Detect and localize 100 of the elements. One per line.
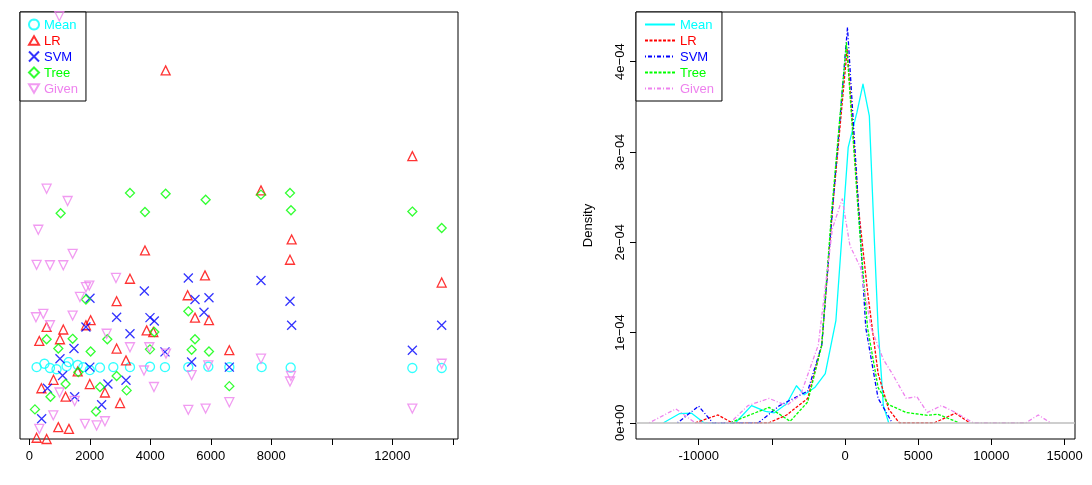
legend-label: Tree [680, 65, 707, 80]
point [255, 353, 267, 364]
legend-label: LR [44, 33, 61, 48]
point [256, 361, 267, 373]
point [39, 358, 50, 369]
point [68, 343, 80, 354]
point [30, 312, 42, 323]
point [90, 406, 102, 417]
point [94, 381, 106, 393]
point [160, 65, 171, 76]
point [58, 324, 69, 335]
point [120, 375, 132, 386]
point [121, 385, 132, 396]
point [148, 381, 160, 393]
point [41, 321, 52, 333]
point [160, 188, 171, 199]
point [203, 292, 215, 303]
point [57, 370, 68, 381]
point [138, 365, 150, 376]
point [84, 280, 95, 291]
point [61, 361, 72, 372]
point [124, 187, 136, 199]
point [31, 259, 42, 270]
point [48, 410, 59, 421]
point [183, 306, 194, 317]
point [74, 291, 86, 303]
x-tick-label: 4000 [135, 448, 165, 463]
point [36, 383, 47, 394]
point [85, 346, 96, 357]
point [186, 344, 197, 355]
point [85, 315, 96, 326]
line-series [729, 42, 960, 424]
point [111, 312, 122, 323]
point [34, 335, 45, 347]
point [108, 361, 119, 373]
point [182, 290, 193, 301]
point [67, 333, 78, 344]
point [407, 151, 418, 162]
point [45, 391, 56, 402]
y-tick-label: 4e−04 [612, 43, 627, 80]
point [38, 308, 49, 320]
point [42, 383, 53, 394]
point [111, 370, 122, 382]
point [99, 416, 111, 427]
y-tick-label: 3e−04 [612, 133, 627, 171]
point [102, 378, 114, 390]
point [69, 395, 80, 407]
point [60, 378, 71, 390]
point [54, 387, 65, 398]
point [285, 362, 296, 373]
point [286, 320, 297, 331]
point [186, 356, 197, 368]
y-tick-label: 1e−04 [612, 314, 627, 351]
point [111, 296, 122, 307]
point [139, 245, 151, 256]
point [29, 404, 41, 415]
point [80, 282, 92, 293]
x-tick-label: 5000 [903, 448, 933, 463]
point [286, 234, 297, 245]
point [224, 381, 235, 392]
point [183, 361, 194, 373]
point [48, 374, 59, 385]
point [114, 397, 126, 409]
point [436, 358, 447, 369]
point [284, 187, 296, 199]
y-tick-label: 0e+00 [612, 404, 627, 442]
point [102, 334, 113, 345]
point [189, 294, 201, 305]
point [407, 362, 418, 374]
point [120, 355, 132, 366]
point [94, 362, 106, 373]
point [33, 224, 44, 235]
point [51, 364, 62, 375]
point [255, 189, 267, 200]
point [44, 362, 56, 374]
point [139, 206, 151, 218]
x-tick-label: 0 [841, 448, 849, 463]
point [200, 194, 211, 205]
point [436, 320, 447, 331]
point [149, 315, 160, 327]
legend-label: Given [680, 81, 714, 96]
point [255, 275, 267, 286]
point [189, 334, 201, 345]
legend-label: Tree [44, 65, 71, 80]
point [284, 376, 296, 387]
point [54, 334, 66, 345]
point [144, 361, 156, 372]
point [200, 403, 211, 414]
point [67, 248, 78, 259]
point [124, 328, 136, 339]
point [407, 206, 418, 217]
point [224, 397, 235, 408]
point [44, 260, 56, 271]
point [436, 222, 447, 234]
x-tick-label: 0 [25, 448, 33, 463]
point [111, 343, 122, 354]
point [36, 413, 47, 424]
x-tick-label: 6000 [196, 448, 226, 463]
point [58, 260, 69, 271]
x-tick-label: 8000 [256, 448, 286, 463]
